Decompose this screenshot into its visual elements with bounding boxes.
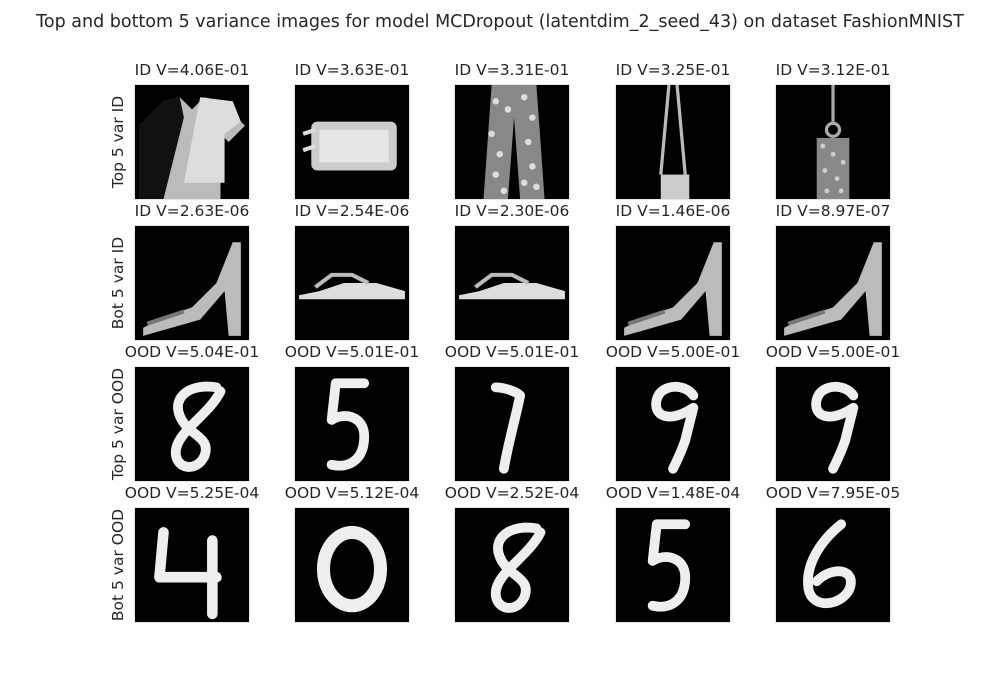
panel-title: OOD V=5.04E-01 [124,343,260,361]
panel-title: OOD V=5.25E-04 [124,484,260,502]
digit-9-icon [811,381,859,474]
panel-title: ID V=3.63E-01 [294,61,410,79]
image-panel [454,366,570,482]
high-heel-icon [624,242,722,336]
handbag-icon [659,85,690,199]
image-panel [134,84,250,200]
digit-5-icon [647,519,691,612]
image-panel [775,366,891,482]
high-heel-icon [784,242,882,336]
image-panel [454,84,570,200]
image-panel [775,507,891,623]
image-panel [134,366,250,482]
panel-title: OOD V=5.00E-01 [605,343,741,361]
panel-title: ID V=3.31E-01 [454,61,570,79]
high-heel-icon [143,242,241,336]
digit-5-icon [326,378,370,471]
digit-6-icon [803,519,856,609]
tshirt-icon [139,97,245,199]
panel-title: OOD V=2.52E-04 [444,484,580,502]
image-panel [615,225,731,341]
panel-title: ID V=2.30E-06 [454,202,570,220]
image-panel [615,366,731,482]
digit-8-icon [490,522,546,613]
image-panel [615,507,731,623]
panel-title: ID V=4.06E-01 [134,61,250,79]
digit-4-icon [154,527,222,620]
digit-0-icon [316,525,388,613]
bag-icon [302,121,397,171]
image-panel [775,225,891,341]
digit-7-icon [490,382,526,474]
image-panel [294,507,410,623]
digit-8-icon [170,381,226,472]
panel-title: OOD V=5.01E-01 [444,343,580,361]
trousers-icon [483,85,545,199]
image-panel [775,84,891,200]
image-panel [454,507,570,623]
row-label: Top 5 var ID [109,95,127,189]
panel-title: OOD V=5.12E-04 [284,484,420,502]
panel-title: OOD V=7.95E-05 [765,484,901,502]
panel-title: ID V=2.54E-06 [294,202,410,220]
panel-title: OOD V=5.00E-01 [765,343,901,361]
image-panel [134,225,250,341]
image-panel [294,225,410,341]
row-label: Top 5 var OOD [109,367,127,481]
panel-title: OOD V=1.48E-04 [605,484,741,502]
figure-title: Top and bottom 5 variance images for mod… [36,12,964,32]
panel-title: ID V=3.12E-01 [775,61,891,79]
panel-title: ID V=1.46E-06 [615,202,731,220]
image-panel [294,84,410,200]
digit-9-icon [651,381,699,474]
purse-icon [816,85,850,199]
row-label: Bot 5 var ID [109,236,127,330]
image-panel [454,225,570,341]
panel-title: ID V=2.63E-06 [134,202,250,220]
image-panel [134,507,250,623]
panel-title: ID V=3.25E-01 [615,61,731,79]
image-panel [615,84,731,200]
row-label: Bot 5 var OOD [109,508,127,622]
sandal-icon [459,272,565,300]
sandal-icon [299,272,405,300]
panel-title: OOD V=5.01E-01 [284,343,420,361]
panel-title: ID V=8.97E-07 [775,202,891,220]
image-panel [294,366,410,482]
